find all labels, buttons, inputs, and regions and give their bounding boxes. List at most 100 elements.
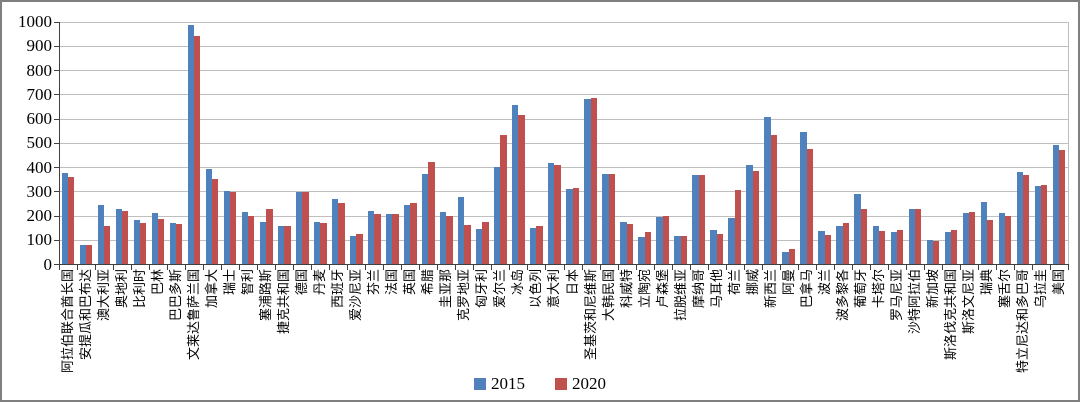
x-category-label: 捷克共和国 [276, 269, 292, 335]
bar-2015 [494, 167, 501, 264]
bar-2020 [680, 236, 687, 264]
y-gridline [59, 21, 1068, 23]
bar-2020 [320, 222, 327, 264]
y-tick [54, 239, 59, 241]
x-tick [491, 265, 493, 270]
bar-2020 [1040, 185, 1048, 264]
bar-2015 [530, 227, 537, 264]
bar-2015 [800, 131, 807, 264]
bar-2015 [404, 204, 411, 264]
bar-2020 [914, 209, 922, 264]
x-tick [329, 265, 331, 270]
x-category-label: 瑞士 [222, 269, 238, 296]
y-gridline [59, 191, 1068, 193]
x-tick [761, 265, 763, 270]
bar-2015 [512, 105, 519, 264]
x-category-label: 奥地利 [114, 269, 130, 309]
bar-2020 [68, 176, 75, 264]
x-category-label: 斯洛伐克共和国 [942, 269, 958, 361]
x-category-label: 安提瓜和巴布达 [78, 269, 94, 361]
y-gridline [59, 70, 1068, 71]
x-tick [599, 265, 601, 270]
y-gridline [59, 215, 1068, 217]
bar-2015 [944, 232, 951, 264]
x-tick [59, 265, 60, 270]
bar-2020 [788, 249, 796, 264]
x-tick [167, 265, 169, 270]
bar-2020 [644, 232, 651, 264]
bar-2020 [500, 135, 507, 264]
x-tick [689, 265, 691, 270]
bar-2015 [782, 251, 789, 264]
x-category-label: 意大利 [546, 269, 562, 309]
x-category-label: 巴林 [150, 269, 166, 296]
x-tick [1049, 265, 1051, 270]
x-tick [797, 265, 799, 270]
bar-2015 [422, 174, 429, 264]
x-tick [473, 265, 475, 270]
x-tick [887, 265, 889, 270]
bar-2020 [464, 225, 471, 264]
x-category-label: 巴拿马 [798, 269, 814, 309]
x-tick [977, 265, 979, 270]
x-tick [923, 265, 925, 270]
x-tick [419, 265, 421, 270]
x-tick [221, 265, 223, 270]
x-tick [509, 265, 511, 270]
x-category-label: 特立尼达和多巴哥 [1014, 269, 1030, 374]
y-tick-label: 200 [26, 206, 53, 225]
x-category-label: 瑞典 [978, 269, 994, 296]
x-category-label: 智利 [240, 269, 256, 296]
bar-2015 [205, 169, 213, 264]
bar-2015 [169, 222, 177, 264]
bar-2020 [590, 97, 597, 264]
x-category-label: 加拿大 [204, 269, 220, 309]
x-tick [113, 265, 115, 270]
bar-2015 [710, 230, 717, 264]
y-axis-line [59, 21, 60, 265]
x-tick [383, 265, 385, 270]
x-tick [365, 265, 367, 270]
bar-2020 [1004, 215, 1012, 264]
bar-2015 [602, 174, 609, 264]
x-category-label: 科威特 [618, 269, 634, 309]
x-tick [455, 265, 457, 270]
y-tick-label: 0 [43, 254, 53, 274]
bar-2020 [446, 215, 453, 264]
bar-2015 [368, 210, 375, 264]
y-tick-label: 1000 [18, 12, 52, 31]
x-category-label: 波兰 [816, 269, 832, 296]
bar-2020 [968, 211, 976, 264]
bar-2015 [908, 209, 915, 264]
x-tick [743, 265, 745, 270]
bar-2020 [806, 148, 814, 264]
x-category-label: 圣基茨和尼维斯 [582, 269, 598, 361]
bar-2020 [698, 175, 705, 264]
x-category-label: 立陶宛 [636, 269, 652, 309]
x-category-label: 日本 [564, 269, 580, 296]
x-category-label: 以色列 [528, 269, 544, 309]
x-category-label: 新加坡 [924, 269, 940, 309]
bar-2015 [980, 202, 987, 264]
x-category-label: 巴巴多斯 [168, 269, 184, 322]
bar-2015 [584, 99, 591, 264]
bar-2015 [187, 25, 195, 264]
x-tick [707, 265, 709, 270]
bar-2015 [295, 192, 303, 264]
x-tick [581, 265, 583, 270]
x-tick [1068, 265, 1069, 270]
bar-2015 [115, 209, 123, 264]
legend-item-2015: 2015 [474, 374, 525, 394]
x-category-label: 波多黎各 [834, 269, 850, 322]
y-tick-label: 700 [26, 84, 53, 104]
x-category-label: 斯洛文尼亚 [960, 269, 976, 335]
x-tick [239, 265, 241, 270]
bar-2015 [818, 231, 825, 264]
y-tick-label: 900 [26, 36, 53, 56]
x-tick [869, 265, 871, 270]
bar-2020 [572, 187, 579, 264]
x-category-label: 英国 [402, 269, 418, 296]
bar-2020 [1058, 150, 1066, 264]
bar-2020 [374, 214, 381, 264]
x-category-label: 芬兰 [366, 269, 382, 296]
